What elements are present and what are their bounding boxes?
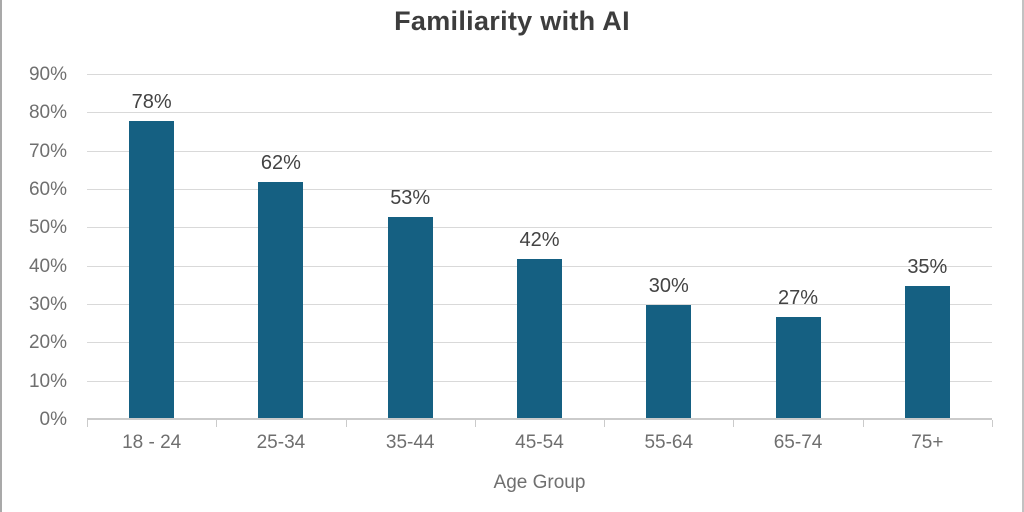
bar-column: 27% <box>733 75 862 420</box>
axis-tick <box>604 420 606 427</box>
gridline <box>87 227 992 229</box>
bar-column: 30% <box>604 75 733 420</box>
bar-value-label: 78% <box>131 91 172 113</box>
x-tick-label: 35-44 <box>385 432 435 453</box>
x-axis-title: Age Group <box>493 472 586 493</box>
bar <box>258 182 304 420</box>
plot-area: 78% 62% 53% 42% 30% 27% 35% <box>87 74 993 427</box>
bar <box>904 285 950 420</box>
bar-value-label: 53% <box>390 186 431 209</box>
x-tick-label: 75+ <box>911 432 944 453</box>
y-tick-label: 80% <box>28 102 67 124</box>
x-tick-label: 18 - 24 <box>122 432 182 453</box>
bar <box>646 305 692 420</box>
axis-tick <box>992 420 993 427</box>
bar-column: 78% <box>87 75 216 420</box>
bar-column: 42% <box>475 75 604 420</box>
bar <box>516 259 562 420</box>
axis-tick <box>216 420 218 427</box>
y-tick-label: 40% <box>28 255 67 277</box>
x-tick-label: 25-34 <box>256 432 306 453</box>
gridline <box>87 112 992 114</box>
gridline <box>87 189 992 190</box>
y-tick-label: 50% <box>28 217 67 239</box>
x-tick-label: 65-74 <box>773 432 823 453</box>
chart-title: Familiarity with AI <box>394 6 630 36</box>
bar <box>387 216 433 420</box>
x-axis-line <box>87 418 992 420</box>
axis-tick <box>474 420 476 427</box>
gridline <box>87 74 992 75</box>
axis-tick <box>87 420 88 427</box>
y-tick-label: 70% <box>28 140 67 162</box>
y-tick-label: 0% <box>39 409 67 430</box>
bar-value-label: 62% <box>260 152 301 175</box>
y-tick-label: 30% <box>28 294 67 315</box>
axis-tick <box>862 420 864 427</box>
axis-tick <box>733 420 735 427</box>
y-tick-label: 60% <box>28 179 67 200</box>
y-tick-label: 10% <box>28 370 67 392</box>
bar-column: 35% <box>863 75 992 420</box>
x-tick-label: 45-54 <box>515 432 564 453</box>
y-axis: 0% 10% 20% 30% 40% 50% 60% 70% 80% 90% <box>2 64 77 430</box>
bar-value-label: 35% <box>907 255 948 278</box>
bar-value-label: 30% <box>648 275 689 297</box>
bar <box>129 121 175 420</box>
y-tick-label: 20% <box>28 332 67 354</box>
gridline <box>87 150 992 152</box>
x-axis-labels: 18 - 24 25-34 35-44 45-54 55-64 65-74 75+ <box>87 432 992 454</box>
axis-tick <box>345 420 347 427</box>
bar <box>775 316 821 420</box>
bar-value-label: 42% <box>519 229 560 251</box>
x-tick-label: 55-64 <box>644 432 694 453</box>
bar-value-label: 27% <box>778 286 819 309</box>
bars-layer: 78% 62% 53% 42% 30% 27% 35% <box>87 75 992 420</box>
bar-column: 53% <box>346 75 475 420</box>
y-tick-label: 90% <box>28 64 67 85</box>
bar-column: 62% <box>216 75 345 420</box>
